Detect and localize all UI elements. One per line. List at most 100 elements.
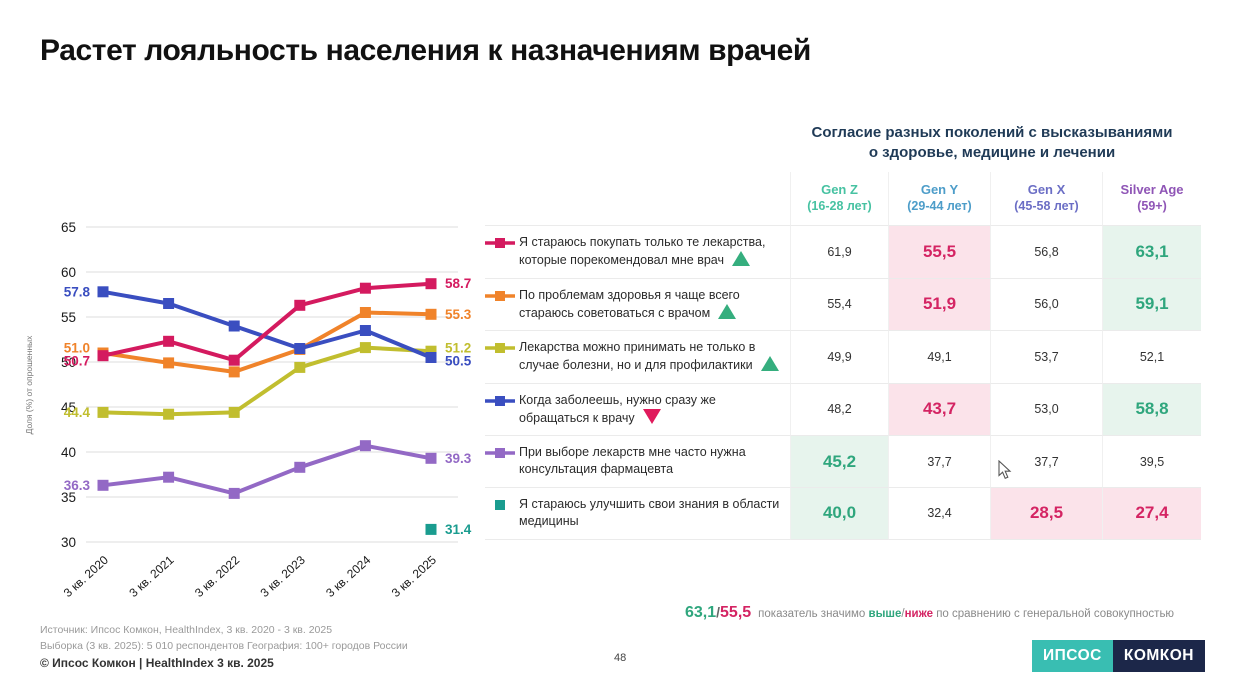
source-line-1: Источник: Ипсос Комкон, HealthIndex, 3 к… — [40, 624, 333, 636]
x-axis-tick-label: 3 кв. 2021 — [126, 553, 176, 600]
data-point-marker — [163, 471, 175, 483]
generations-table: Gen Z (16-28 лет) Gen Y (29-44 лет) Gen X (45… — [485, 171, 1201, 540]
data-point-marker — [359, 307, 371, 318]
series-end-value-label: 58.7 — [445, 276, 471, 291]
y-axis-tick-label: 45 — [61, 400, 76, 415]
value-cell-row4-col3: 53,0 — [990, 382, 1102, 436]
table-title: Согласие разных поколений с высказывания… — [811, 124, 1173, 161]
data-point-marker — [294, 461, 306, 473]
y-axis-tick-label: 65 — [61, 220, 76, 235]
trend-up-icon — [718, 303, 737, 319]
y-axis-tick-label: 55 — [61, 310, 76, 325]
column-label: Silver Age — [1120, 181, 1184, 197]
statement-cell: Когда заболеешь, нужно сразу же обращать… — [485, 382, 790, 436]
series-start-value-label: 57.8 — [64, 284, 91, 299]
statement-text: Когда заболеешь, нужно сразу же обращать… — [519, 392, 716, 425]
source-note: Источник: Ипсос Комкон, HealthIndex, 3 к… — [40, 622, 408, 655]
page-title: Растет лояльность населения к назначения… — [40, 34, 811, 67]
statement-text: Лекарства можно принимать не только в сл… — [519, 339, 781, 375]
series-line-3 — [102, 289, 432, 360]
statement-cell: При выборе лекарств мне часто нужна конс… — [485, 435, 790, 487]
value-cell-row5-col3: 37,7 — [990, 435, 1102, 488]
page-number: 48 — [614, 652, 627, 664]
value-cell-row1-col1: 61,9 — [790, 225, 888, 278]
table-header-gen-x: Gen X (45-58 лет) — [990, 171, 1102, 226]
data-point-marker — [228, 354, 240, 366]
value-cell-row5-col2: 37,7 — [888, 435, 990, 488]
value-cell-row2-col1: 55,4 — [790, 277, 888, 331]
data-point-marker — [97, 406, 109, 418]
legend-line-marker-icon — [485, 447, 519, 464]
source-line-2: Выборка (3 кв. 2025): 5 010 респондентов… — [40, 640, 408, 653]
series-start-value-label: 51.0 — [64, 340, 90, 355]
value-cell-row1-col4: 63,1 — [1102, 225, 1201, 278]
series-start-value-label: 50.7 — [64, 353, 90, 368]
footnote-text: показатель значимо выше/ниже по сравнени… — [758, 608, 1175, 620]
column-age-range: (16-28 лет) — [807, 199, 872, 214]
series-line-1 — [102, 310, 432, 374]
legend-line-marker-icon — [485, 342, 519, 359]
logo-part-comcon: КОМКОН — [1112, 640, 1205, 672]
value-cell-row2-col3: 56,0 — [990, 277, 1102, 331]
table-header-silver-age: Silver Age (59+) — [1102, 171, 1201, 226]
trend-down-icon — [642, 408, 661, 424]
y-axis-tick-label: 30 — [61, 535, 76, 550]
column-label: Gen Y — [920, 181, 959, 197]
series-end-value-label: 39.3 — [445, 451, 472, 466]
column-age-range: (29-44 лет) — [907, 199, 972, 214]
value-cell-row5-col1: 45,2 — [790, 435, 888, 488]
table-header-gen-y: Gen Y (29-44 лет) — [888, 171, 990, 226]
column-label: Gen Z — [821, 181, 858, 197]
data-point-marker — [163, 357, 175, 369]
copyright-note: © Ипсос Комкон | HealthIndex 3 кв. 2025 — [40, 656, 274, 670]
y-axis-tick-label: 50 — [61, 355, 76, 370]
legend-line-marker-icon — [485, 237, 519, 254]
statement-text: При выборе лекарств мне часто нужна конс… — [519, 445, 746, 477]
generations-table-panel: Согласие разных поколений с высказывания… — [485, 123, 1201, 540]
data-point-marker — [163, 298, 175, 309]
statement-text: Я стараюсь улучшить свои знания в област… — [519, 497, 780, 529]
statement-cell: Я стараюсь покупать только те лекарства,… — [485, 225, 790, 278]
y-axis-tick-label: 40 — [61, 445, 76, 460]
table-header-gen-z: Gen Z (16-28 лет) — [790, 171, 888, 226]
data-point-marker — [425, 352, 437, 363]
column-age-range: (45-58 лет) — [1014, 199, 1079, 214]
footnote-low-example: 55,5 — [720, 604, 752, 621]
x-axis-tick-label: 3 кв. 2025 — [389, 553, 439, 600]
data-point-marker — [294, 343, 306, 354]
series-end-value-label: 51.2 — [445, 340, 471, 355]
value-cell-row6-col1: 40,0 — [790, 487, 888, 540]
data-point-marker — [97, 479, 109, 491]
data-point-marker — [425, 345, 437, 357]
x-axis-tick-label: 3 кв. 2024 — [323, 553, 373, 600]
column-label: Gen X — [1027, 181, 1066, 197]
value-cell-row6-col4: 27,4 — [1102, 487, 1201, 540]
value-cell-row3-col1: 49,9 — [790, 330, 888, 383]
series-end-value-label: 50.5 — [445, 353, 472, 368]
data-point-marker — [359, 325, 371, 336]
mouse-cursor-icon — [998, 460, 1012, 480]
x-axis-tick-label: 3 кв. 2020 — [61, 553, 111, 600]
value-cell-row1-col3: 56,8 — [990, 225, 1102, 278]
value-cell-row6-col3: 28,5 — [990, 487, 1102, 540]
legend-square-marker-icon — [485, 499, 519, 516]
statement-cell: Лекарства можно принимать не только в сл… — [485, 330, 790, 383]
data-point-marker — [294, 361, 306, 373]
logo-part-ipsos: ИПСОС — [1032, 640, 1113, 672]
data-point-marker — [294, 299, 306, 311]
data-point-marker — [97, 286, 109, 298]
statement-text: Я стараюсь покупать только те лекарства,… — [519, 235, 766, 268]
value-cell-row4-col1: 48,2 — [790, 382, 888, 436]
data-point-marker — [359, 282, 371, 294]
data-point-marker — [359, 440, 371, 452]
loyalty-trend-line-chart: 65 60 55 50 45 40 35 30 Доля (%) от опрошенных 3 … — [0, 185, 480, 605]
x-axis-tick-label: 3 кв. 2023 — [258, 553, 308, 600]
statement-cell: Я стараюсь улучшить свои знания в област… — [485, 487, 790, 540]
series-line-0 — [102, 281, 432, 363]
value-cell-row3-col3: 53,7 — [990, 330, 1102, 383]
value-cell-row5-col4: 39,5 — [1102, 435, 1201, 488]
data-point-marker — [228, 320, 240, 332]
series-line-4 — [102, 443, 432, 496]
value-cell-row3-col4: 52,1 — [1102, 330, 1201, 383]
